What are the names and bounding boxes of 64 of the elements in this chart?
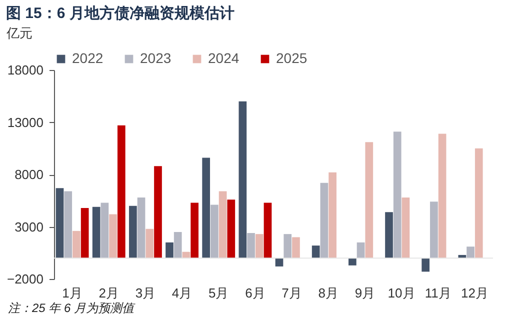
legend-label: 2024 [208,50,240,66]
bar [117,125,126,258]
x-tick-label: 1月 [62,286,82,300]
bar [393,132,402,258]
bar [56,188,64,258]
bar [137,197,146,258]
bar [146,228,154,258]
bar [238,101,247,258]
bar [174,232,182,258]
bar [128,206,137,258]
bar [385,212,393,258]
x-tick-label: 7月 [282,286,302,300]
x-tick-label: 12月 [460,286,488,300]
bar [64,191,72,258]
bar [100,202,109,258]
legend-label: 2023 [140,50,172,66]
bar [190,202,199,258]
x-tick-label: 3月 [135,286,156,300]
bar [72,230,80,258]
x-tick-label: 6月 [245,286,266,300]
bar [292,237,300,258]
bar [356,242,365,258]
bar [402,197,410,258]
bar [320,182,328,258]
bar [264,202,272,258]
x-tick-label: 10月 [388,286,416,300]
bar [218,191,227,258]
x-tick-label: 11月 [424,286,452,300]
y-tick-label: 13000 [7,114,44,130]
bar [422,258,430,272]
bar [430,202,438,258]
y-tick-label: −2000 [6,272,44,286]
bar [255,234,264,258]
chart-title: 图 15：6 月地方债净融资规模估计 [6,4,234,22]
legend-label: 2025 [276,50,308,66]
y-tick-label: 3000 [14,219,44,234]
x-tick-label: 2月 [98,286,119,300]
text: 注：25 年 6 月为预测值 [7,300,136,317]
bar [166,242,174,258]
bar [466,246,474,258]
bar [210,204,218,258]
bar [275,258,284,266]
bar [365,142,374,258]
bar [227,200,236,258]
x-tick-label: 8月 [318,286,338,300]
bar [80,208,89,258]
bar [202,158,210,258]
bar [284,234,292,258]
bar [438,134,446,258]
bar [154,166,162,258]
y-tick-label: 18000 [7,62,44,78]
x-tick-label: 9月 [354,286,376,300]
bar [247,233,255,258]
bar [312,246,320,258]
bar [92,206,100,258]
x-tick-label: 4月 [172,286,192,300]
bar [109,214,117,258]
bar [474,148,483,258]
legend-label: 2022 [72,50,104,66]
y-tick-label: 8000 [14,167,44,182]
bar [328,172,336,258]
x-tick-label: 5月 [208,286,229,300]
y-axis-title: 亿元 [6,26,32,40]
bar [348,258,356,266]
